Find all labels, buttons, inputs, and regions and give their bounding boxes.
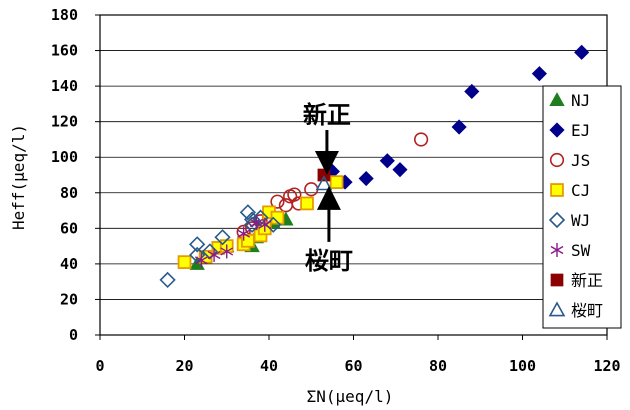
data-point-wj: [189, 236, 206, 253]
legend-label: 新正: [571, 271, 603, 290]
y-tick-label: 60: [60, 219, 78, 237]
legend-marker-cj: [550, 183, 564, 197]
x-tick-label: 80: [429, 357, 447, 375]
legend-marker-sw: [550, 243, 564, 257]
data-point-ej: [451, 119, 467, 135]
data-point-ej: [531, 66, 547, 82]
data-point-sw: [220, 244, 234, 259]
data-point-wj: [239, 204, 257, 221]
legend-marker-js: [549, 152, 565, 168]
y-tick-label: 180: [51, 6, 78, 24]
data-point-wj: [214, 229, 231, 246]
data-points: [159, 44, 590, 289]
legend-marker-新正: [550, 273, 564, 287]
legend-label: 桜町: [571, 301, 603, 320]
data-point-sw: [249, 216, 263, 230]
y-tick-label: 160: [51, 42, 78, 60]
data-point-sw: [258, 217, 272, 232]
data-point-ej: [358, 170, 374, 187]
legend-marker-桜町: [548, 301, 566, 317]
x-tick-label: 40: [260, 357, 278, 375]
annotation-label: 新正: [303, 101, 351, 129]
legend-marker-wj: [548, 211, 566, 229]
x-tick-label: 100: [509, 357, 536, 375]
y-tick-label: 140: [51, 77, 78, 95]
annotation-label: 桜町: [305, 247, 353, 275]
legend-label: SW: [571, 241, 591, 260]
axis-ticks: 0 20 40 60 80 100 120 140 160 180 0 20 40 60 80 100 120: [51, 6, 621, 375]
y-tick-label: 20: [60, 290, 78, 308]
data-point-sw: [237, 226, 251, 241]
data-point-cj: [177, 255, 192, 269]
y-axis-title: Heff(μeq/l): [9, 124, 28, 230]
x-tick-label: 20: [175, 357, 193, 375]
y-tick-label: 0: [69, 326, 78, 344]
legend-marker-nj: [549, 92, 565, 106]
data-point-js: [287, 187, 302, 202]
legend-label: WJ: [571, 211, 590, 230]
data-point-wj: [159, 271, 176, 289]
data-point-ej: [574, 44, 590, 60]
data-point-cj: [300, 196, 314, 211]
legend-label: EJ: [571, 121, 590, 140]
data-point-sw: [207, 248, 221, 262]
data-point-js: [414, 132, 429, 147]
data-point-js: [270, 194, 285, 209]
data-point-ej: [464, 83, 480, 100]
legend-label: NJ: [571, 91, 590, 110]
data-point-新正: [317, 168, 331, 182]
x-tick-label: 120: [593, 357, 620, 375]
data-point-ej: [392, 162, 408, 178]
legend-marker-ej: [549, 122, 565, 138]
data-point-cj: [270, 210, 285, 225]
x-tick-label: 60: [344, 357, 362, 375]
x-tick-label: 0: [95, 357, 104, 375]
y-tick-label: 40: [60, 255, 78, 273]
legend-label: CJ: [571, 181, 590, 200]
x-axis-title: ΣN(μeq/l): [307, 387, 394, 406]
data-point-sw: [194, 253, 208, 268]
data-point-cj: [329, 175, 344, 189]
y-tick-label: 80: [60, 184, 78, 202]
y-tick-label: 100: [51, 148, 78, 166]
legend-label: JS: [571, 151, 590, 170]
y-tick-label: 120: [51, 113, 78, 131]
data-point-ej: [379, 153, 395, 169]
